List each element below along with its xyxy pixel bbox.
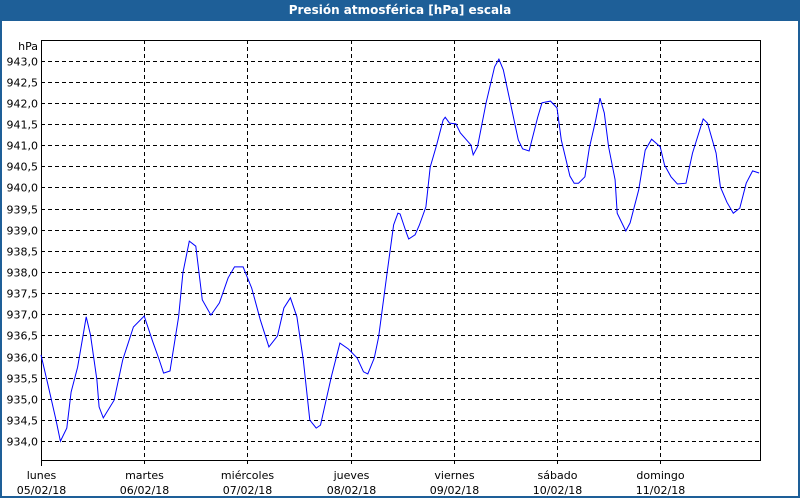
x-tick-dayname: martes bbox=[125, 469, 164, 482]
y-tick-label: 935,5 bbox=[7, 373, 39, 386]
y-tick-label: 942,5 bbox=[7, 77, 39, 90]
x-tick-date: 08/02/18 bbox=[327, 484, 376, 497]
y-tick-label: 936,5 bbox=[7, 330, 39, 343]
x-tick-date: 09/02/18 bbox=[430, 484, 479, 497]
y-tick-label: 941,0 bbox=[7, 140, 39, 153]
x-tick-dayname: domingo bbox=[636, 469, 684, 482]
x-tick-date: 10/02/18 bbox=[533, 484, 582, 497]
y-tick-label: 934,5 bbox=[7, 415, 39, 428]
x-tick-dayname: lunes bbox=[27, 469, 57, 482]
y-tick-label: 938,0 bbox=[7, 267, 39, 280]
y-tick-label: 937,5 bbox=[7, 288, 39, 301]
y-tick-label: 940,5 bbox=[7, 161, 39, 174]
x-tick-dayname: miércoles bbox=[221, 469, 274, 482]
y-tick-label: 940,0 bbox=[7, 182, 39, 195]
chart-title: Presión atmosférica [hPa] escala bbox=[0, 0, 800, 21]
y-tick-label: 943,0 bbox=[7, 56, 39, 69]
x-tick-dayname: sábado bbox=[538, 469, 578, 482]
x-tick-date: 05/02/18 bbox=[17, 484, 66, 497]
y-tick-label: 934,0 bbox=[7, 436, 39, 449]
x-tick-dayname: viernes bbox=[434, 469, 474, 482]
pressure-line bbox=[40, 58, 760, 443]
y-tick-label: 937,0 bbox=[7, 309, 39, 322]
y-tick-label: 939,0 bbox=[7, 225, 39, 238]
x-tick-date: 11/02/18 bbox=[636, 484, 685, 497]
y-tick-label: 942,0 bbox=[7, 98, 39, 111]
y-tick-label: 936,0 bbox=[7, 352, 39, 365]
y-tick-label: 941,5 bbox=[7, 119, 39, 132]
x-tick-dayname: jueves bbox=[333, 469, 370, 482]
y-tick-label: 938,5 bbox=[7, 246, 39, 259]
y-axis-label: hPa bbox=[18, 40, 38, 53]
y-tick-label: 939,5 bbox=[7, 204, 39, 217]
y-tick-label: 935,0 bbox=[7, 394, 39, 407]
plot-frame bbox=[41, 40, 761, 461]
x-tick-date: 06/02/18 bbox=[120, 484, 169, 497]
x-tick-date: 07/02/18 bbox=[223, 484, 272, 497]
